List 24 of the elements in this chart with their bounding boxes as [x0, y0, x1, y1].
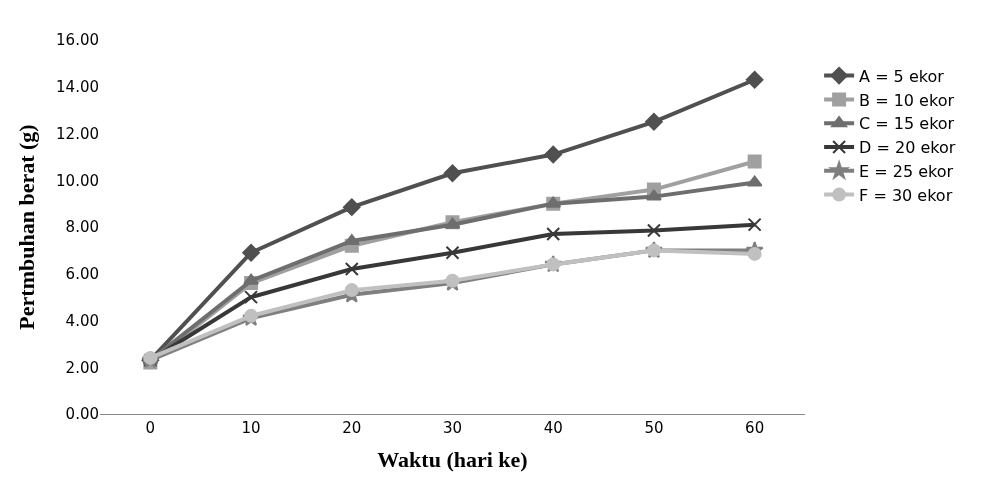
legend-label: C = 15 ekor: [859, 114, 955, 134]
x-tick-label: 30: [442, 419, 463, 437]
x-tick-label: 50: [644, 419, 664, 437]
x-tick-label: 0: [145, 419, 156, 437]
legend-label: F = 30 ekor: [859, 185, 953, 205]
x-tick-label: 60: [745, 419, 765, 437]
y-tick-label: 8.00: [65, 218, 99, 237]
x-tick-label: 10: [241, 419, 261, 437]
y-tick-label: 16.00: [56, 31, 99, 50]
y-tick-label: 12.00: [56, 124, 99, 143]
y-axis-title: Pertmbuhan berat (g): [13, 124, 39, 330]
legend-label: A = 5 ekor: [859, 66, 945, 86]
y-tick-label: 6.00: [65, 265, 99, 283]
y-tick-label: 2.00: [65, 358, 99, 377]
legend-label: E = 25 ekor: [859, 162, 954, 182]
legend-label: B = 10 ekor: [859, 90, 955, 110]
x-tick-label: 40: [543, 419, 563, 437]
y-tick-label: 4.00: [65, 311, 99, 330]
x-axis-title: Waktu (hari ke): [377, 446, 528, 472]
y-tick-label: 0.00: [65, 405, 99, 424]
y-tick-label: 14.00: [56, 78, 99, 96]
x-tick-label: 20: [342, 419, 362, 437]
legend-label: D = 20 ekor: [859, 138, 956, 158]
y-tick-label: 10.00: [56, 171, 99, 190]
